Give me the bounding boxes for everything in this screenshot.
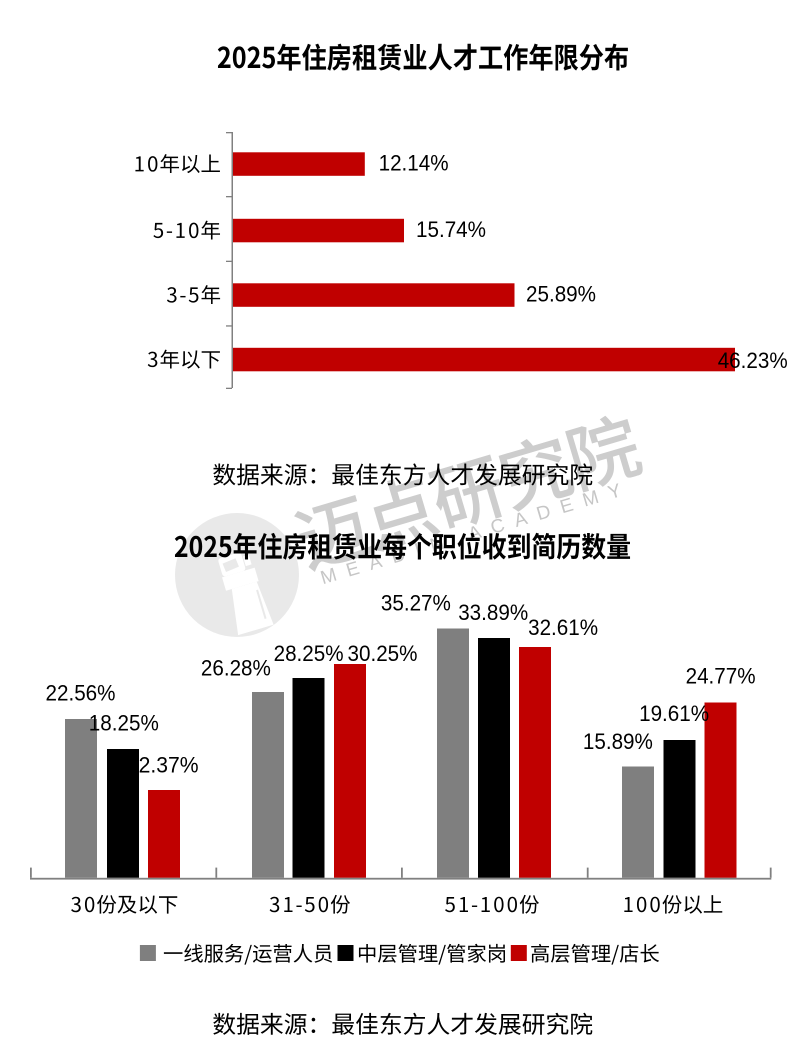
svg-text:12.14%: 12.14%: [379, 150, 449, 175]
svg-text:2.37%: 2.37%: [139, 752, 199, 777]
svg-text:32.61%: 32.61%: [528, 615, 598, 640]
svg-text:24.77%: 24.77%: [686, 663, 756, 688]
svg-text:46.23%: 46.23%: [718, 348, 788, 373]
svg-text:15.89%: 15.89%: [583, 729, 653, 754]
svg-text:30.25%: 30.25%: [348, 641, 418, 666]
svg-text:18.25%: 18.25%: [89, 711, 159, 736]
svg-text:25.89%: 25.89%: [526, 281, 596, 306]
svg-text:15.74%: 15.74%: [416, 217, 486, 242]
svg-text:19.61%: 19.61%: [639, 701, 709, 726]
svg-text:33.89%: 33.89%: [458, 600, 528, 625]
svg-text:26.28%: 26.28%: [201, 656, 271, 681]
svg-text:22.56%: 22.56%: [46, 680, 116, 705]
svg-text:35.27%: 35.27%: [381, 591, 451, 616]
svg-text:28.25%: 28.25%: [274, 641, 344, 666]
